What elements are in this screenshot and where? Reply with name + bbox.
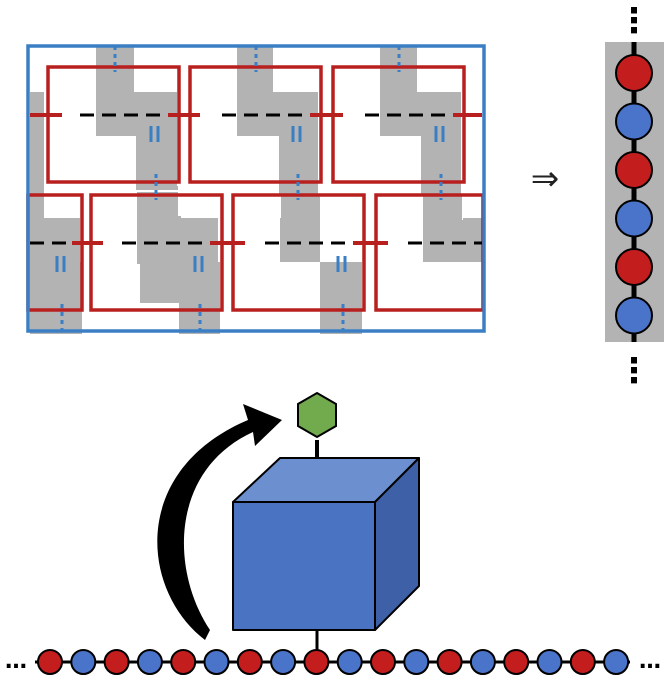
gray-path-a [30, 92, 44, 334]
vertical-bead-blue [615, 102, 653, 141]
red-square-6 [231, 193, 366, 312]
horizontal-bead-red [170, 649, 197, 675]
vertical-bead-blue [615, 199, 653, 238]
horizontal-bead-red [370, 649, 396, 675]
horizontal-bead-red [569, 649, 596, 675]
vertical-chain-beads [615, 54, 653, 335]
molecule-figure [157, 391, 420, 662]
red-square-3 [331, 65, 466, 184]
cube-front [232, 501, 376, 631]
horizontal-bead-blue [603, 649, 630, 675]
horizontal-bead-blue [336, 649, 363, 675]
horizontal-bead-blue [70, 649, 97, 675]
gray-path-7 [180, 262, 220, 334]
gray-paths [30, 46, 482, 334]
gray-path-1 [96, 46, 181, 334]
gray-path-5 [43, 262, 82, 334]
vertical-bead-blue [615, 296, 653, 335]
curved-arrow-icon [157, 404, 282, 640]
horizontal-bead-red [103, 649, 130, 675]
gray-path-4 [43, 218, 80, 262]
red-connectors [30, 113, 482, 245]
horizontal-chain: … … [5, 649, 661, 675]
red-square-5 [89, 193, 224, 312]
hexagon-icon [297, 391, 337, 439]
horizontal-bead-red [236, 649, 263, 675]
right-ellipsis-icon: … [639, 649, 661, 674]
vertical-bead-red [615, 248, 653, 286]
horizontal-bead-red [436, 649, 463, 675]
horizontal-bead-blue [536, 649, 563, 675]
vertical-chain: ⋮ ⋮ [605, 1, 664, 391]
red-square-1 [46, 65, 181, 184]
cube-icon [232, 457, 420, 631]
gray-path-9 [463, 218, 482, 262]
gray-path-3 [380, 46, 463, 262]
blue-parallel-marks [55, 126, 445, 272]
tiling-figure [26, 44, 486, 334]
horizontal-chain-beads [37, 649, 630, 675]
horizontal-bead-blue [403, 649, 430, 675]
horizontal-bead-blue [469, 649, 496, 675]
horizontal-bead-blue [136, 649, 163, 675]
vertical-bead-red [615, 54, 653, 92]
black-dashes [30, 113, 482, 245]
gray-path-6 [181, 218, 218, 262]
left-ellipsis-icon: … [5, 649, 27, 674]
gray-path-8 [323, 262, 362, 334]
gray-path-2 [237, 46, 325, 334]
vertical-bead-red [615, 151, 653, 189]
double-right-arrow-icon: ⇒ [531, 159, 560, 199]
top-ellipsis-icon: ⋮ [617, 1, 651, 41]
horizontal-bead-red [37, 649, 63, 675]
red-square-2 [188, 65, 323, 184]
horizontal-bead-blue [203, 649, 230, 675]
horizontal-bead-red [503, 649, 530, 675]
tiling-frame [26, 44, 486, 333]
horizontal-bead-red [303, 649, 330, 675]
horizontal-bead-blue [270, 649, 297, 675]
bottom-ellipsis-icon: ⋮ [617, 351, 651, 391]
